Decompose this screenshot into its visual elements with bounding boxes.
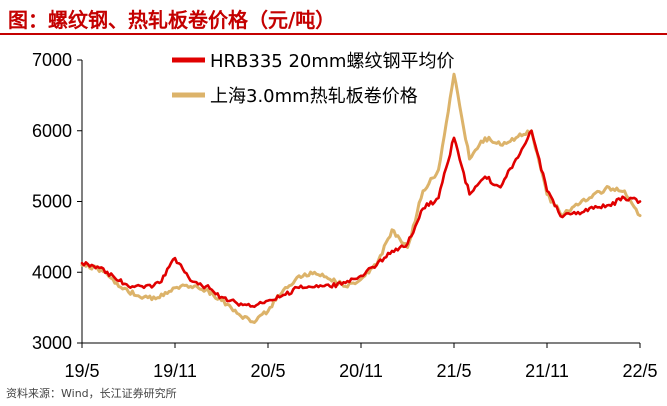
series-line-rebar — [80, 129, 642, 309]
title-divider — [0, 33, 667, 35]
series-lines — [80, 72, 642, 324]
x-tick-label: 19/5 — [64, 361, 99, 381]
series-line-hot-rolled — [80, 72, 642, 324]
x-tick-label: 20/11 — [339, 361, 383, 381]
x-tick-labels: 19/5 19/11 20/5 20/11 21/5 21/11 22/5 — [64, 361, 657, 381]
legend-label: HRB335 20mm螺纹钢平均价 — [210, 51, 454, 72]
y-tick-labels: 3000 4000 5000 6000 7000 — [32, 50, 72, 353]
y-tick-label: 4000 — [32, 262, 72, 282]
chart-title: 图：螺纹钢、热轧板卷价格（元/吨） — [8, 8, 336, 32]
axes — [77, 59, 641, 348]
x-tick-label: 22/5 — [622, 361, 657, 381]
x-tick-label: 19/11 — [153, 361, 197, 381]
y-tick-label: 3000 — [32, 333, 72, 353]
legend-label: 上海3.0mm热轧板卷价格 — [210, 86, 418, 107]
x-tick-label: 21/11 — [525, 361, 569, 381]
y-tick-label: 7000 — [32, 50, 72, 70]
x-tick-label: 20/5 — [250, 361, 285, 381]
source-note: 资料来源：Wind，长江证券研究所 — [6, 387, 177, 400]
y-tick-label: 5000 — [32, 192, 72, 212]
y-tick-label: 6000 — [32, 121, 72, 141]
x-tick-label: 21/5 — [436, 361, 471, 381]
